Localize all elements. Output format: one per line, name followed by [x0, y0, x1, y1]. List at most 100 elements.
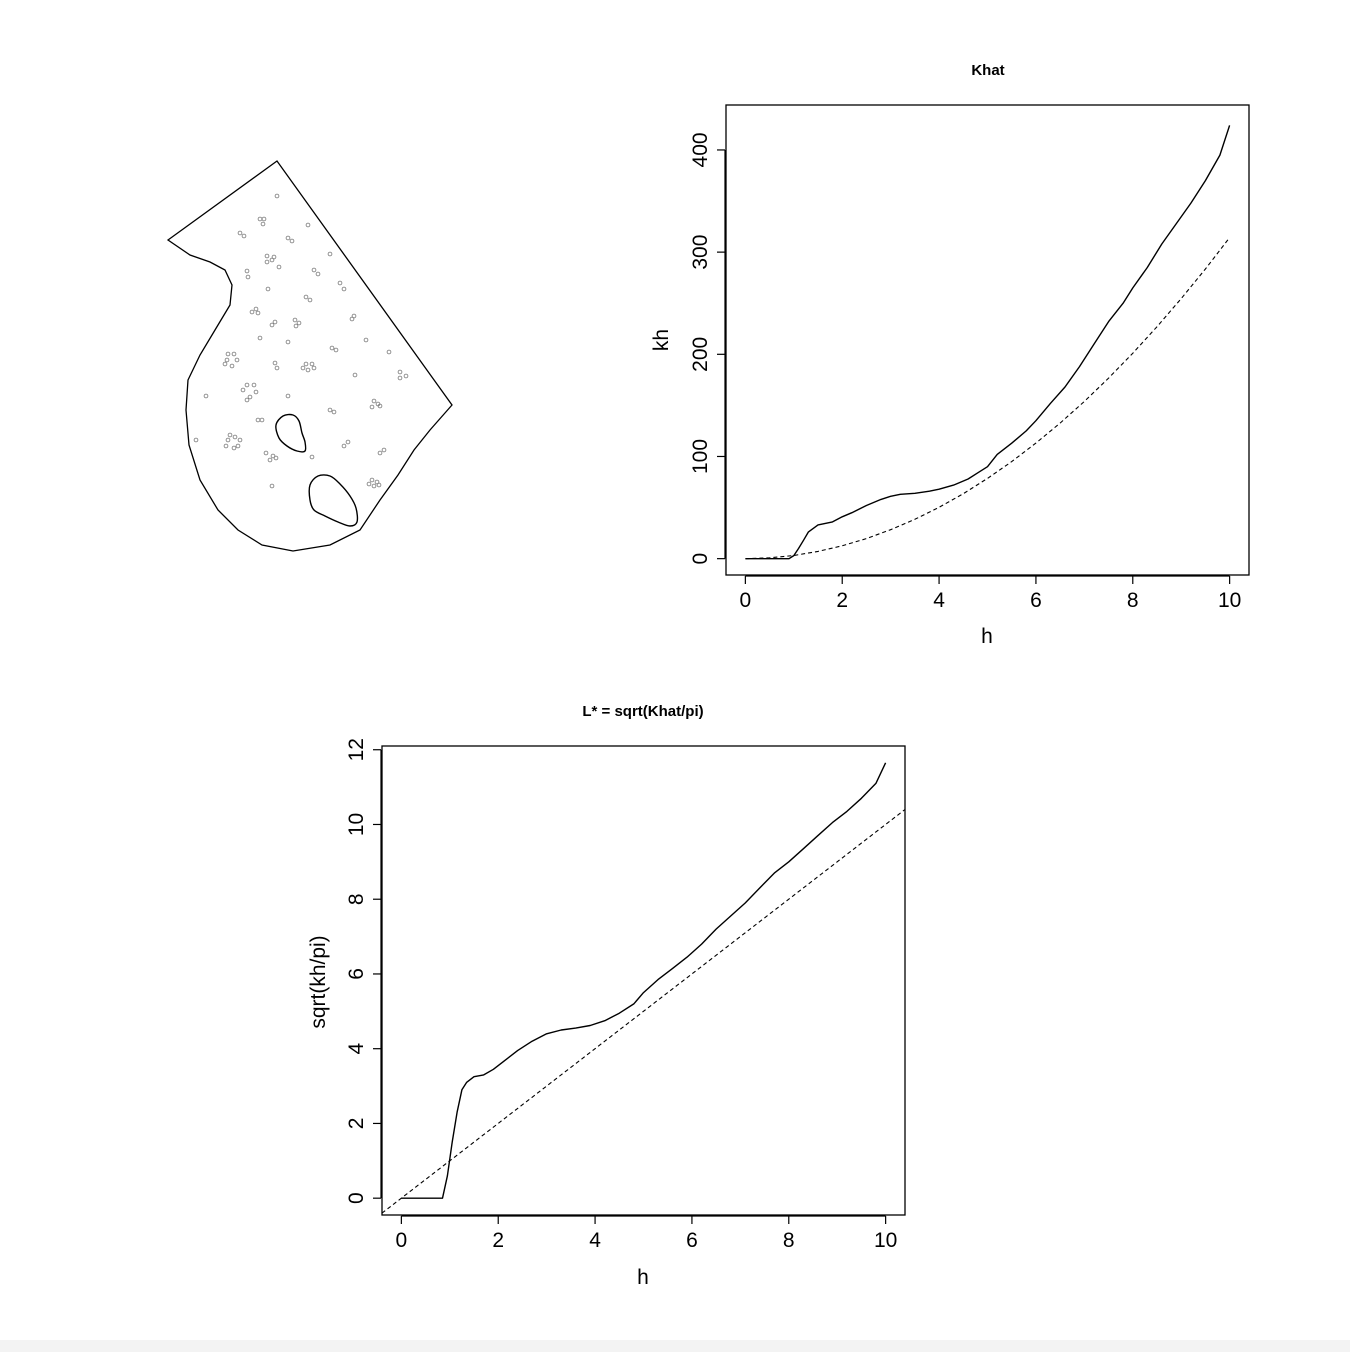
- event-point: [227, 432, 233, 438]
- khat-x-tick-label: 4: [933, 589, 945, 612]
- event-point: [303, 294, 309, 300]
- event-point: [244, 397, 250, 403]
- event-point: [309, 361, 315, 367]
- khat-y-axis: 0 100 200 300 400: [689, 132, 726, 564]
- event-point: [369, 404, 375, 410]
- event-point: [276, 264, 282, 270]
- event-point: [352, 372, 358, 378]
- event-point: [224, 357, 230, 363]
- event-point: [315, 271, 321, 277]
- lstar-x-axis-label: h: [637, 1266, 649, 1289]
- event-point: [253, 306, 259, 312]
- event-point: [369, 477, 375, 483]
- event-point: [237, 437, 243, 443]
- lstar-y-tick-label: 4: [345, 1043, 368, 1055]
- lstar-y-tick-label: 0: [345, 1192, 368, 1204]
- event-point: [244, 268, 250, 274]
- khat-y-axis-label: kh: [650, 329, 673, 351]
- event-point: [225, 351, 231, 357]
- region-hole: [308, 474, 359, 527]
- event-point: [225, 437, 231, 443]
- event-point: [245, 274, 251, 280]
- event-point: [229, 363, 235, 369]
- khat-plot: Khat 0 2 4 6 8 10 0 100 200 300 400 h kh: [650, 62, 1250, 648]
- event-point: [259, 417, 265, 423]
- region-holes: [275, 413, 359, 527]
- event-point: [257, 335, 263, 341]
- event-point: [331, 409, 337, 415]
- study-region-map: [166, 160, 453, 552]
- khat-plot-title: Khat: [971, 62, 1004, 79]
- event-point: [274, 365, 280, 371]
- event-point: [386, 349, 392, 355]
- event-point: [265, 286, 271, 292]
- event-point: [263, 450, 269, 456]
- khat-x-tick-label: 8: [1127, 589, 1139, 612]
- lstar-x-axis: 0 2 4 6 8 10: [396, 1215, 897, 1252]
- event-point: [273, 455, 279, 461]
- event-point: [274, 193, 280, 199]
- khat-theoretical-line: [745, 237, 1231, 560]
- event-point: [371, 398, 377, 404]
- event-point: [377, 450, 383, 456]
- lstar-x-tick-label: 10: [874, 1229, 897, 1252]
- khat-series: [745, 125, 1231, 560]
- khat-estimate-line: [745, 125, 1231, 560]
- event-point: [231, 351, 237, 357]
- event-point: [305, 222, 311, 228]
- lstar-theoretical-line: [381, 809, 906, 1214]
- lstar-estimate-line: [401, 762, 887, 1199]
- event-point: [232, 434, 238, 440]
- khat-x-tick-label: 10: [1218, 589, 1241, 612]
- event-point: [329, 345, 335, 351]
- event-point: [345, 439, 351, 445]
- khat-x-axis: 0 2 4 6 8 10: [740, 575, 1241, 612]
- event-point: [366, 481, 372, 487]
- lstar-y-axis: 0 2 4 6 8 10 12: [345, 738, 382, 1204]
- event-point: [260, 221, 266, 227]
- event-point: [349, 316, 355, 322]
- event-point: [333, 347, 339, 353]
- event-point: [371, 483, 377, 489]
- event-point: [285, 393, 291, 399]
- lstar-y-tick-label: 8: [345, 893, 368, 905]
- khat-plot-frame: [725, 104, 1250, 576]
- event-point: [234, 357, 240, 363]
- page-bottom-bar: [0, 1340, 1350, 1352]
- event-point: [269, 322, 275, 328]
- event-point: [253, 389, 259, 395]
- khat-y-tick-label: 300: [689, 235, 712, 270]
- event-point: [264, 259, 270, 265]
- lstar-x-tick-label: 8: [783, 1229, 795, 1252]
- lstar-x-tick-label: 2: [492, 1229, 504, 1252]
- event-point: [307, 297, 313, 303]
- event-point: [403, 373, 409, 379]
- event-point: [272, 360, 278, 366]
- event-point: [223, 443, 229, 449]
- event-point: [337, 280, 343, 286]
- event-point: [309, 454, 315, 460]
- event-point: [327, 407, 333, 413]
- khat-x-axis-label: h: [981, 625, 993, 648]
- event-point: [285, 339, 291, 345]
- khat-x-tick-label: 2: [836, 589, 848, 612]
- event-point: [300, 365, 306, 371]
- lstar-x-tick-label: 0: [396, 1229, 408, 1252]
- event-point: [341, 286, 347, 292]
- event-point: [261, 216, 267, 222]
- event-point: [231, 445, 237, 451]
- event-point: [376, 482, 382, 488]
- event-point: [296, 320, 302, 326]
- event-point: [244, 382, 250, 388]
- event-point: [381, 447, 387, 453]
- event-point: [193, 437, 199, 443]
- event-point: [203, 393, 209, 399]
- lstar-plot: L* = sqrt(Khat/pi) 0 2 4 6 8 10 0 2 4 6 8 10 12 h s…: [307, 703, 906, 1289]
- event-point: [397, 369, 403, 375]
- region-boundary: [166, 160, 453, 552]
- lstar-plot-frame: [381, 745, 906, 1216]
- khat-y-tick-label: 400: [689, 132, 712, 167]
- event-point: [292, 317, 298, 323]
